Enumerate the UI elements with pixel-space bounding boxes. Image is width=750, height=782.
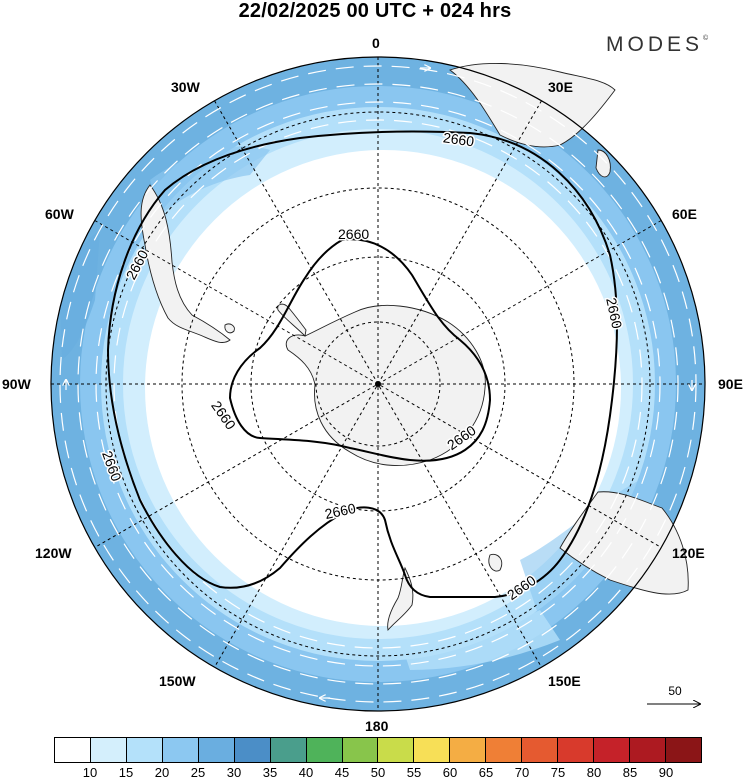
- colorbar-swatch: [126, 738, 163, 762]
- colorbar-swatch: [90, 738, 127, 762]
- land-new-zealand: [387, 566, 414, 631]
- map-boundary: [50, 56, 706, 712]
- colorbar-tick-label: 70: [514, 765, 530, 780]
- colorbar-tick-label: 60: [442, 765, 458, 780]
- contour-inner: [228, 238, 492, 462]
- reference-vector-label: 50: [668, 684, 682, 698]
- colorbar-swatch: [414, 738, 451, 762]
- colorbar-swatch: [486, 738, 523, 762]
- colorbar-swatch: [234, 738, 271, 762]
- lon-label-150e: 150E: [548, 673, 581, 689]
- colorbar-tick-label: 80: [586, 765, 602, 780]
- lon-label-90e: 90E: [718, 376, 743, 392]
- lon-label-60e: 60E: [672, 206, 697, 222]
- lon-label-0: 0: [372, 35, 380, 51]
- brand-name: MODES: [606, 33, 704, 56]
- colorbar-swatch: [594, 738, 630, 762]
- colorbar-tick-label: 20: [154, 765, 170, 780]
- colorbar-tick-label: 75: [550, 765, 566, 780]
- colorbar-tick-label: 15: [118, 765, 134, 780]
- colorbar-tick-label: 40: [298, 765, 314, 780]
- colorbar-tick-label: 65: [478, 765, 494, 780]
- colorbar-tick-label: 50: [370, 765, 386, 780]
- colorbar-tick-label: 45: [334, 765, 350, 780]
- lon-label-120w: 120W: [35, 545, 72, 561]
- colorbar-labels: 10 15 20 25 30 35 40 45 50 55 60 65 70 75 80 85 90: [54, 765, 702, 782]
- colorbar-swatches: [54, 737, 702, 763]
- map-title: 22/02/2025 00 UTC + 024 hrs: [238, 0, 512, 22]
- polar-map: 2660 2660 2660 2660 2660 2660 2660 2660 …: [50, 56, 706, 712]
- colorbar-swatch: [270, 738, 307, 762]
- lon-label-30e: 30E: [548, 79, 573, 95]
- colorbar-swatch: [342, 738, 379, 762]
- lon-label-90w: 90W: [2, 376, 31, 392]
- colorbar-tick-label: 30: [226, 765, 242, 780]
- land-falklands: [224, 323, 235, 334]
- colorbar-tick-label: 35: [262, 765, 278, 780]
- lon-label-60w: 60W: [45, 206, 74, 222]
- colorbar-swatch: [55, 738, 91, 762]
- wind-vectors: [59, 66, 697, 703]
- landmasses: [140, 62, 689, 631]
- colorbar-swatch: [450, 738, 487, 762]
- contour-label: 2660: [338, 226, 369, 242]
- contour-outer: [106, 130, 618, 598]
- colorbar-swatch: [162, 738, 199, 762]
- colorbar-tick-label: 85: [622, 765, 638, 780]
- land-antarctica: [285, 304, 486, 466]
- lon-label-30w: 30W: [171, 79, 200, 95]
- land-south-africa: [449, 62, 616, 148]
- contour-label: 2660: [442, 129, 475, 149]
- lon-label-120e: 120E: [672, 545, 705, 561]
- colorbar-swatch: [630, 738, 666, 762]
- colorbar: [54, 737, 702, 763]
- colorbar-swatch: [522, 738, 559, 762]
- contours: [106, 130, 618, 598]
- colorbar-swatch: [378, 738, 415, 762]
- reference-arrow-icon: [647, 684, 704, 708]
- colorbar-swatch: [558, 738, 595, 762]
- lon-label-180: 180: [365, 718, 389, 734]
- colorbar-tick-label: 25: [190, 765, 206, 780]
- land-tasmania: [488, 553, 503, 572]
- colorbar-tick-label: 10: [82, 765, 98, 780]
- land-australia: [559, 491, 689, 595]
- colorbar-swatch: [198, 738, 235, 762]
- colorbar-swatch: [665, 738, 701, 762]
- reference-vector: 50: [646, 684, 704, 708]
- lon-label-150w: 150W: [159, 673, 196, 689]
- colorbar-swatch: [306, 738, 343, 762]
- land-south-america: [140, 184, 231, 343]
- colorbar-tick-label: 90: [658, 765, 674, 780]
- brand-logo: MODES©: [606, 33, 708, 57]
- colorbar-tick-label: 55: [406, 765, 422, 780]
- copyright-mark: ©: [703, 35, 709, 42]
- south-pole-marker: [375, 381, 381, 387]
